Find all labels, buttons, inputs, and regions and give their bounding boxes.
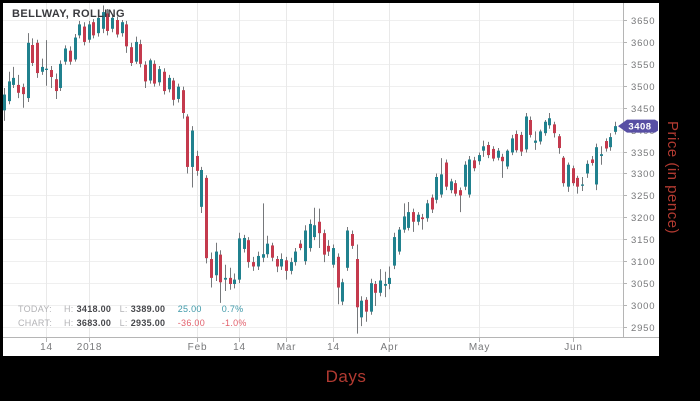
last-price-badge-label: 3408 [628, 122, 651, 133]
status-row-today: TODAY: H: 3418.00 L: 3389.00 25.00 0.7% [18, 304, 262, 318]
svg-text:3150: 3150 [631, 235, 655, 246]
today-low-value: 3389.00 [130, 304, 166, 314]
today-high-key: H: [64, 304, 74, 314]
last-price-badge [618, 119, 658, 133]
svg-text:Jun: Jun [564, 342, 583, 353]
svg-text:14: 14 [233, 342, 246, 353]
svg-text:2950: 2950 [631, 323, 655, 334]
status-legend: TODAY: H: 3418.00 L: 3389.00 25.00 0.7% … [18, 304, 262, 332]
svg-text:14: 14 [327, 342, 340, 353]
svg-text:3650: 3650 [631, 16, 655, 27]
y-axis-title-text: Price (in pence) [664, 121, 681, 235]
x-axis-title: Days [325, 367, 367, 386]
svg-text:3000: 3000 [631, 301, 655, 312]
today-low-key: L: [119, 304, 128, 314]
svg-text:3200: 3200 [631, 213, 655, 224]
chart-low-key: L: [119, 318, 128, 328]
chart-high-value: 3683.00 [76, 318, 112, 328]
svg-text:May: May [469, 342, 490, 353]
chart-low-value: 2935.00 [130, 318, 166, 328]
svg-text:3450: 3450 [631, 104, 655, 115]
svg-text:3350: 3350 [631, 148, 655, 159]
chart-change: -36.00 [177, 318, 206, 328]
svg-text:Mar: Mar [277, 342, 297, 353]
svg-text:3500: 3500 [631, 82, 655, 93]
today-change-pct: 0.7% [221, 304, 244, 314]
today-high-value: 3418.00 [76, 304, 112, 314]
chart-high-key: H: [64, 318, 74, 328]
svg-text:3100: 3100 [631, 257, 655, 268]
svg-text:14: 14 [40, 342, 53, 353]
svg-text:Feb: Feb [188, 342, 208, 353]
y-axis-title: Price (in pence) [664, 0, 681, 356]
svg-text:3550: 3550 [631, 60, 655, 71]
svg-text:Apr: Apr [381, 342, 399, 353]
svg-text:3250: 3250 [631, 191, 655, 202]
svg-text:2018: 2018 [77, 342, 102, 353]
today-change: 25.00 [177, 304, 202, 314]
chart-title: BELLWAY, ROLLING [12, 8, 125, 20]
today-label: TODAY: [18, 304, 52, 314]
chart-label: CHART: [18, 318, 53, 328]
status-row-chart: CHART: H: 3683.00 L: 2935.00 -36.00 -1.0… [18, 318, 262, 332]
svg-text:3600: 3600 [631, 38, 655, 49]
svg-text:3050: 3050 [631, 279, 655, 290]
svg-text:3300: 3300 [631, 169, 655, 180]
chart-change-pct: -1.0% [221, 318, 247, 328]
